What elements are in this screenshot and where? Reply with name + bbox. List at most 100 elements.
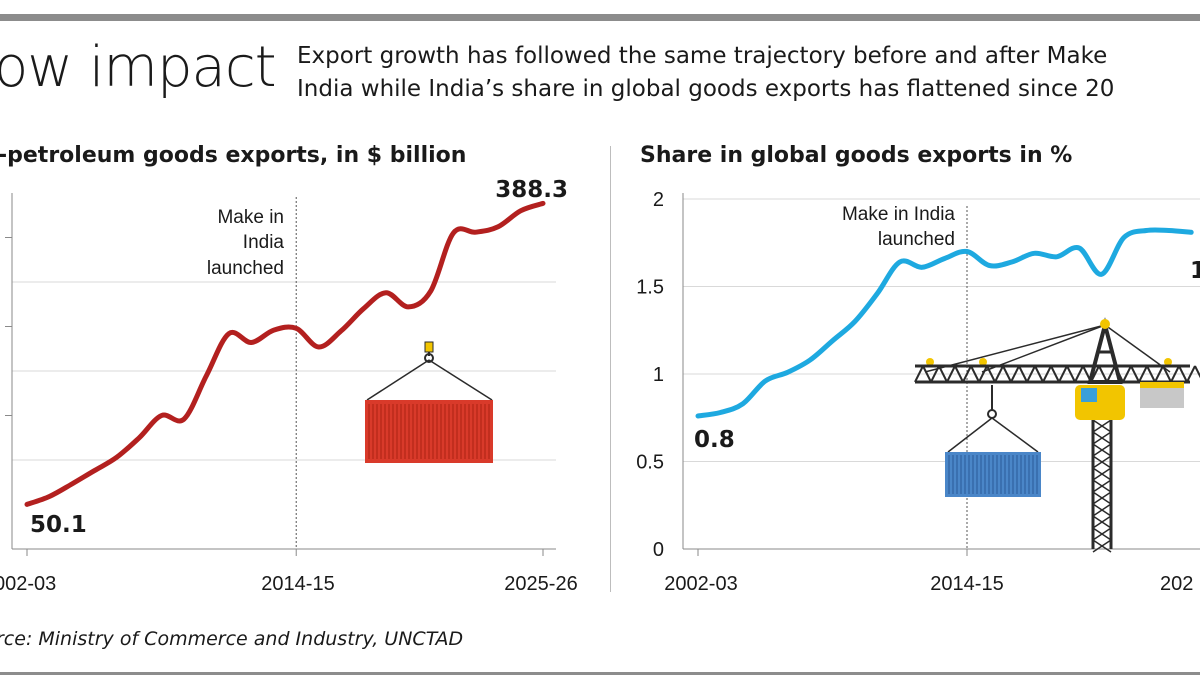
- left-last-value-label: 388.3: [495, 177, 568, 203]
- crane-tower-brace: [1092, 527, 1112, 541]
- right-y-tick-label: 1.5: [636, 277, 664, 299]
- crane-jib-brace: [1130, 365, 1140, 383]
- crane-jib-brace: [1018, 365, 1028, 383]
- tower-crane-illustration: [914, 317, 1200, 553]
- left-chart-title: -petroleum goods exports, in $ billion: [0, 143, 467, 168]
- crane-jib-brace: [1026, 365, 1036, 383]
- blue-sling-left: [947, 417, 993, 453]
- right-x-tick-label-1: 2002-03: [664, 573, 737, 595]
- crane-jib-brace: [1074, 365, 1084, 383]
- right-x-ticks: [697, 549, 968, 556]
- blue-hook-icon: [987, 409, 997, 419]
- crane-jib-brace: [1058, 365, 1068, 383]
- right-y-tick-labels: 0 0.5 1 1.5 2: [636, 189, 664, 561]
- red-sling-right: [428, 359, 493, 401]
- crane-tower-brace: [1092, 491, 1112, 505]
- crane-tower-brace: [1092, 479, 1112, 493]
- crane-cab-window: [1081, 388, 1097, 402]
- crane-jib-brace: [1194, 365, 1200, 379]
- headline: ow impact: [0, 35, 277, 100]
- crane-jib-brace: [978, 365, 988, 383]
- crane-jib-brace: [1098, 365, 1108, 383]
- crane-jib-brace: [994, 365, 1004, 383]
- right-annotation-line-1: Make in India: [842, 204, 955, 225]
- subheadline: Export growth has followed the same traj…: [297, 40, 1200, 106]
- crane-jib-brace: [1002, 365, 1012, 383]
- crane-tower-brace: [1092, 515, 1112, 529]
- crane-jib-brace: [1170, 365, 1180, 383]
- crane-tower-brace: [1092, 503, 1112, 517]
- panel-divider: [610, 146, 611, 592]
- crane-jib-brace: [1034, 365, 1044, 383]
- right-gridlines: [683, 198, 1200, 462]
- crane-jib-lattice: [914, 365, 1200, 383]
- crane-jib-brace: [1066, 365, 1076, 383]
- crane-jib-brace: [1042, 365, 1052, 383]
- subheadline-line-2: India while India’s share in global good…: [297, 76, 1115, 102]
- crane-tie-left-2: [981, 324, 1106, 373]
- crane-jib-brace: [1186, 365, 1196, 383]
- crane-tower-brace: [1092, 443, 1112, 457]
- crane-jib-brace: [930, 365, 940, 383]
- right-y-tick-label: 2: [653, 189, 664, 211]
- crane-jib-brace: [962, 365, 972, 383]
- crane-jib-brace: [954, 365, 964, 383]
- red-hook-icon: [424, 353, 434, 363]
- crane-tower-brace: [1092, 455, 1112, 469]
- crane-light-1: [926, 358, 934, 366]
- left-annotation-line-3: launched: [207, 258, 284, 279]
- left-series-line: [24, 200, 546, 507]
- left-x-tick-label-1: 002-03: [0, 573, 56, 595]
- crane-jib-brace: [1082, 365, 1092, 383]
- crane-tower: [1091, 419, 1113, 553]
- crane-jib-brace: [986, 365, 996, 383]
- crane-jib-brace: [1122, 365, 1132, 383]
- crane-jib-brace: [1114, 365, 1124, 383]
- left-x-tick-label-2: 2014-15: [261, 573, 334, 595]
- red-crane-hook-block: [424, 341, 434, 353]
- crane-tower-brace: [1092, 467, 1112, 481]
- crane-jib-brace: [922, 365, 932, 383]
- subheadline-line-1: Export growth has followed the same traj…: [297, 43, 1108, 69]
- crane-light-3: [1164, 358, 1172, 366]
- crane-tie-left-1: [924, 324, 1106, 373]
- crane-jib-brace: [1050, 365, 1060, 383]
- right-chart-title: Share in global goods exports in %: [640, 143, 1073, 168]
- left-annotation-line-1: Make in: [217, 207, 284, 228]
- red-sling-left: [366, 359, 430, 401]
- crane-jib-brace: [970, 365, 980, 383]
- source-note: rce: Ministry of Commerce and Industry, …: [0, 628, 464, 650]
- right-last-value-label: 1: [1190, 258, 1200, 284]
- crane-jib-brace: [914, 365, 924, 383]
- right-y-tick-label: 0: [653, 539, 664, 561]
- crane-tower-brace: [1092, 431, 1112, 445]
- crane-jib-brace: [1090, 365, 1100, 383]
- left-x-ticks: [5, 237, 544, 556]
- right-annotation-line-2: launched: [878, 229, 955, 250]
- bottom-rule: [0, 672, 1200, 675]
- crane-jib-brace: [1178, 365, 1188, 383]
- right-first-value-label: 0.8: [694, 427, 735, 453]
- crane-jib-brace: [1010, 365, 1020, 383]
- crane-jib-brace: [1146, 365, 1156, 383]
- red-container-illustration: [365, 341, 493, 463]
- crane-tower-brace: [1092, 419, 1112, 433]
- right-series-line: [695, 227, 1194, 419]
- left-first-value-label: 50.1: [30, 512, 87, 538]
- top-rule: [0, 14, 1200, 21]
- blue-container-ribs: [948, 455, 1038, 494]
- left-x-tick-label-3: 2025-26: [504, 573, 577, 595]
- right-x-tick-label-2: 2014-15: [930, 573, 1003, 595]
- blue-sling-right: [991, 417, 1039, 453]
- right-x-tick-label-3: 202: [1160, 573, 1193, 595]
- right-y-tick-label: 1: [653, 364, 664, 386]
- crane-jib-brace: [1106, 365, 1116, 383]
- right-y-tick-label: 0.5: [636, 452, 664, 474]
- crane-jib-brace: [946, 365, 956, 383]
- crane-jib-brace: [1162, 365, 1172, 383]
- crane-jib-brace: [938, 365, 948, 383]
- crane-tower-brace: [1092, 539, 1112, 553]
- left-annotation-line-2: India: [243, 232, 285, 253]
- crane-counterweight-band: [1140, 382, 1184, 388]
- crane-light-2: [979, 358, 987, 366]
